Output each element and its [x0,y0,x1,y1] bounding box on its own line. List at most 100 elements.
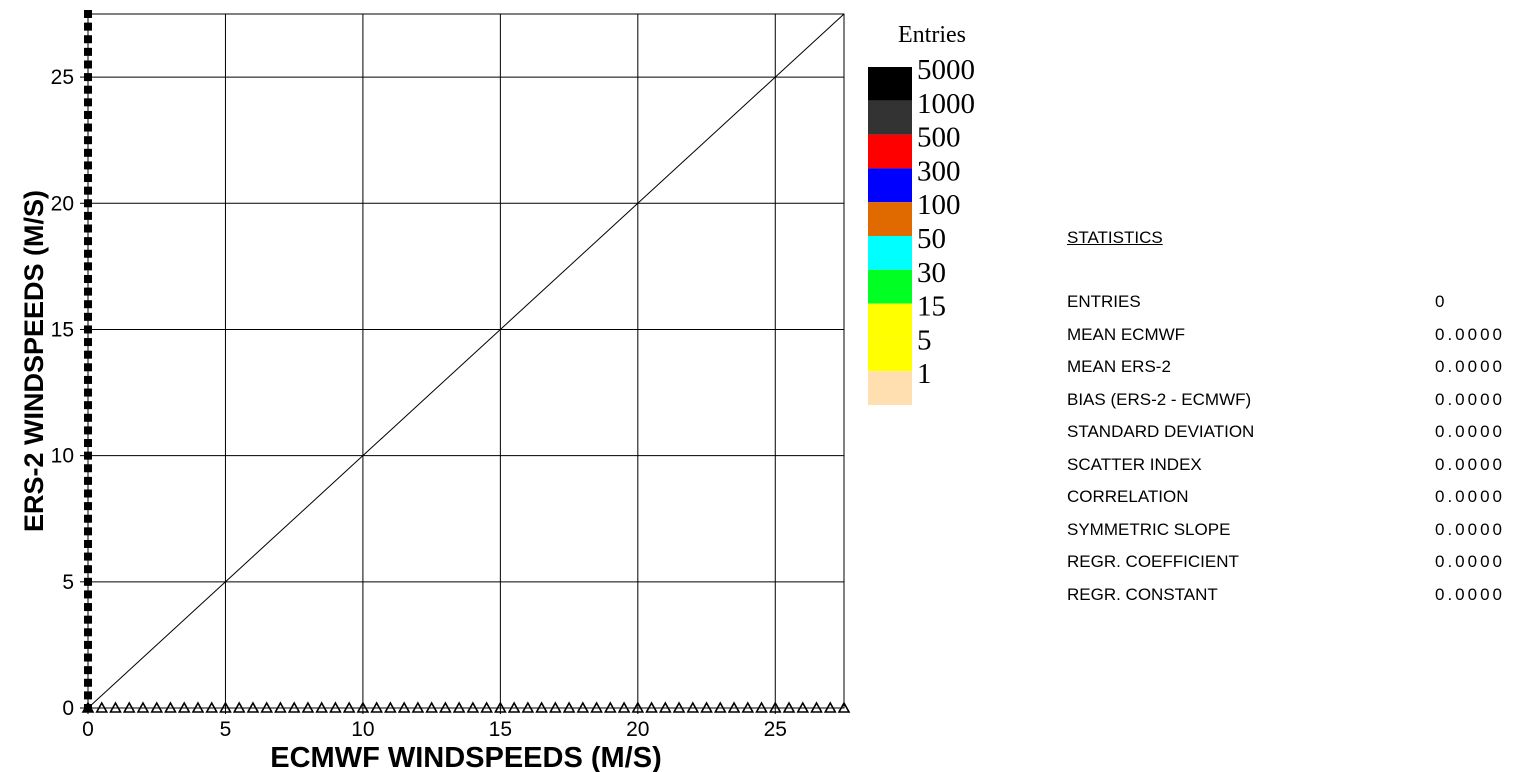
legend-swatch [868,168,912,203]
y-edge-marker [84,287,92,296]
statistic-name: MEAN ERS-2 [1067,357,1171,376]
plot-frame [87,13,845,709]
y-edge-marker [84,211,92,220]
y-tick-label: 5 [62,571,74,594]
statistics-row: REGR. CONSTANT 0.0000 [1067,585,1519,618]
x-edge-marker [150,701,164,713]
legend-swatch [868,371,912,405]
y-axis-edge-markers [84,10,92,712]
legend-label: 1000 [917,88,975,120]
legend-label: 50 [917,223,946,255]
x-edge-marker [287,701,301,713]
statistics-row: MEAN ECMWF 0.0000 [1067,325,1519,358]
y-edge-marker [84,237,92,246]
statistic-name: BIAS (ERS-2 - ECMWF) [1067,389,1252,409]
legend-swatch [868,67,912,101]
y-edge-marker [84,413,92,422]
statistics-row: REGR. COEFFICIENT 0.0000 [1067,552,1519,585]
y-edge-marker [84,98,92,107]
y-edge-marker [84,489,92,498]
x-tick-label: 10 [351,718,374,741]
y-edge-marker [84,60,92,69]
x-edge-marker [315,701,329,713]
x-edge-marker [95,701,109,713]
x-edge-marker [727,701,741,713]
statistic-name: ENTRIES [1067,292,1141,311]
y-axis-label: ERS-2 WINDSPEEDS (M/S) [19,190,49,532]
x-edge-marker [507,701,521,713]
y-edge-marker [84,514,92,523]
y-edge-marker [84,502,92,511]
x-edge-marker [452,701,466,713]
x-edge-marker [672,701,686,713]
statistic-value: 0.0000 [1435,324,1505,344]
y-edge-marker [84,603,92,612]
y-edge-marker [84,161,92,170]
legend-label: 1 [917,358,932,390]
x-tick-label: 20 [626,718,649,741]
y-edge-marker [84,338,92,347]
statistic-value: 0.0000 [1435,357,1505,376]
legend-swatch [868,269,912,304]
y-edge-marker [84,350,92,359]
x-tick-label: 5 [220,718,232,741]
y-edge-marker [84,363,92,372]
x-tick-label: 15 [489,718,512,741]
y-edge-marker [84,476,92,485]
statistics-row: MEAN ERS-2 0.0000 [1067,357,1519,390]
x-edge-marker [796,701,810,713]
y-edge-marker [84,300,92,309]
y-edge-marker [84,312,92,321]
y-edge-marker [84,439,92,448]
x-edge-marker [329,701,342,713]
statistic-value: 0.0000 [1435,389,1505,409]
y-edge-marker [84,136,92,145]
x-edge-marker [136,701,150,713]
y-edge-marker [84,274,92,283]
statistic-value: 0.0000 [1435,519,1505,539]
y-edge-marker [84,527,92,536]
y-tick-label: 20 [51,192,74,215]
y-edge-marker [84,401,92,410]
x-edge-marker [686,701,700,713]
statistic-name: SCATTER INDEX [1067,454,1202,474]
y-tick-label: 0 [62,697,74,720]
x-edge-marker [439,701,452,713]
statistics-row: SCATTER INDEX 0.0000 [1067,455,1519,488]
statistic-name: REGR. COEFFICIENT [1067,552,1239,571]
x-edge-marker [810,701,823,713]
y-edge-marker [84,85,92,94]
legend-swatch [868,100,912,135]
x-edge-marker [177,701,191,713]
x-edge-marker [370,701,384,713]
y-edge-marker [84,539,92,548]
x-axis-ticks: 0 5 10 15 20 25 [82,708,787,741]
statistic-name: REGR. CONSTANT [1067,584,1218,604]
legend-swatch [868,202,912,236]
statistics-title: STATISTICS [1067,228,1163,247]
x-edge-marker [700,701,713,713]
x-edge-marker [191,701,205,713]
x-edge-marker [603,701,617,713]
x-edge-marker [576,701,590,713]
y-edge-marker [84,590,92,599]
x-edge-marker [164,701,177,713]
x-edge-marker [109,701,122,713]
statistic-value: 0.0000 [1435,454,1505,474]
y-edge-marker [84,224,92,233]
x-edge-marker [548,701,562,713]
x-edge-marker [232,701,246,713]
x-edge-marker [617,701,631,713]
x-edge-marker [823,701,837,713]
x-edge-marker [658,701,672,713]
legend-label: 5 [917,324,932,356]
x-edge-marker [837,701,851,713]
y-edge-marker [84,186,92,195]
x-edge-marker [713,701,727,713]
y-edge-marker [84,110,92,119]
x-edge-marker [260,701,274,713]
y-edge-marker [84,552,92,561]
x-axis-label: ECMWF WINDSPEEDS (M/S) [270,742,662,772]
